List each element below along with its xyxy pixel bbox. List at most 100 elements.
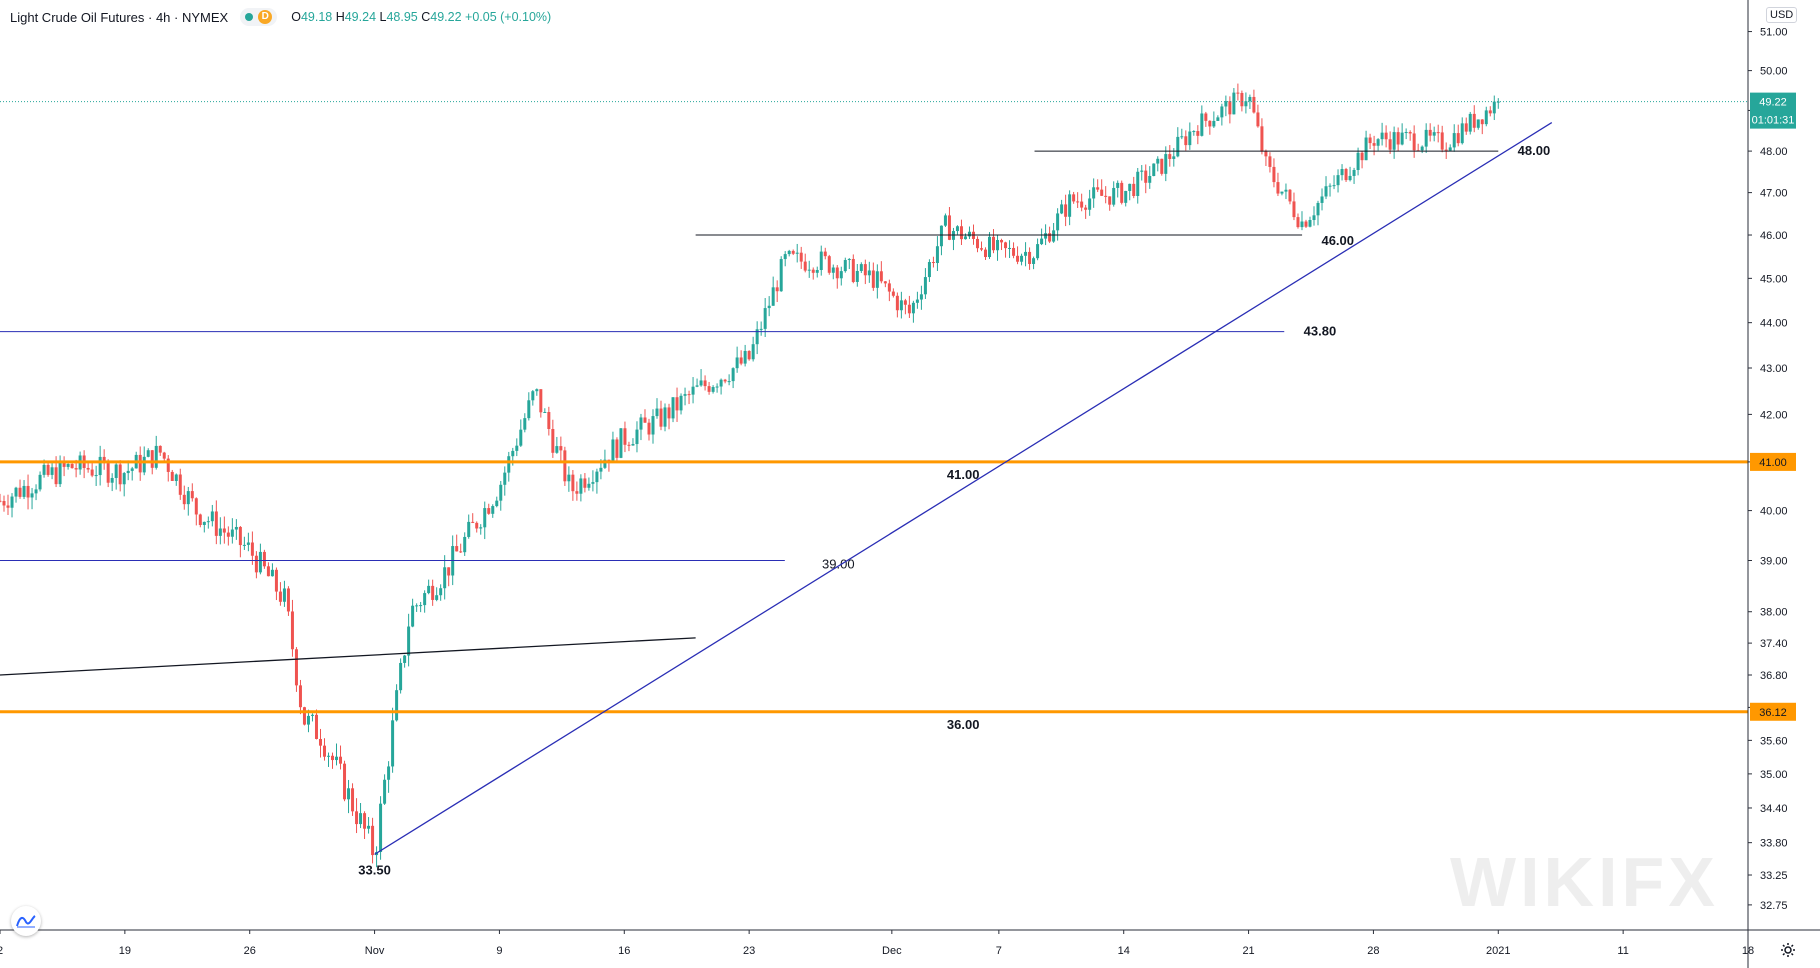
trendline-black[interactable]: [0, 637, 696, 676]
candle-body: [182, 494, 186, 505]
candle-body: [1100, 189, 1104, 196]
candle-body: [1120, 182, 1124, 203]
x-tick-label: 2: [0, 945, 3, 957]
candle-body: [210, 511, 214, 522]
candle-body: [1476, 119, 1480, 128]
symbol-title[interactable]: Light Crude Oil Futures · 4h · NYMEX: [10, 9, 229, 25]
candle-body: [1456, 133, 1460, 144]
candle-body: [1296, 217, 1300, 228]
y-tick-label: 32.75: [1760, 900, 1788, 912]
candle-body: [1176, 136, 1180, 157]
candle-body: [1256, 112, 1260, 127]
candle-body: [114, 464, 118, 478]
candle-body: [955, 226, 959, 232]
trendline-blue[interactable]: [374, 122, 1553, 855]
price-axis[interactable]: 51.0050.0049.0048.0047.0046.0045.0044.00…: [1747, 0, 1796, 968]
candle-body: [1268, 156, 1272, 167]
candle-body: [142, 456, 146, 473]
candle-body: [939, 225, 943, 247]
candle-body: [791, 250, 795, 254]
x-tick-label: 26: [244, 945, 256, 957]
candle-body: [1196, 131, 1200, 136]
candle-body: [1468, 113, 1472, 132]
candle-body: [959, 226, 963, 240]
candle-body: [1412, 133, 1416, 151]
candle-body: [174, 474, 178, 481]
level-label: 43.80: [1304, 324, 1337, 339]
last-price-label: 49.22: [1759, 97, 1787, 109]
candle-body: [1096, 187, 1100, 190]
candle-body: [339, 756, 343, 764]
x-tick-label: 19: [119, 945, 131, 957]
candle-body: [479, 527, 483, 529]
candle-body: [403, 655, 407, 663]
y-tick-label: 44.00: [1760, 318, 1788, 330]
candle-body: [1232, 92, 1236, 115]
candle-body: [359, 813, 363, 825]
level-axis-badge: [1750, 702, 1796, 721]
candle-body: [102, 456, 106, 464]
candle-body: [1312, 215, 1316, 221]
y-tick-label: 33.80: [1760, 838, 1788, 850]
candle-body: [66, 463, 70, 467]
y-tick-label: 37.40: [1760, 638, 1788, 650]
candle-body: [623, 428, 627, 445]
x-tick-label: 14: [1118, 945, 1130, 957]
time-axis[interactable]: 2 19 26 Nov 9 16 23 Dec 7 14 21 28 2021 11 18: [0, 929, 1820, 957]
candle-body: [1024, 251, 1028, 256]
candle-body: [843, 260, 847, 272]
candle-body: [282, 588, 286, 602]
candle-body: [583, 478, 587, 488]
y-tick-label: 35.00: [1760, 769, 1788, 781]
candle-body: [619, 428, 623, 458]
candle-body: [1184, 136, 1188, 146]
candle-body: [1328, 185, 1332, 187]
candle-body: [519, 429, 523, 446]
scroll-to-realtime-button[interactable]: [11, 906, 41, 936]
level-label: 48.00: [1518, 143, 1551, 158]
candle-body: [1140, 170, 1144, 172]
candle-body: [559, 446, 563, 451]
candle-body: [487, 508, 491, 514]
candle-body: [871, 270, 875, 288]
y-tick-label: 36.80: [1760, 670, 1788, 682]
candle-body: [391, 720, 395, 767]
candle-body: [1224, 101, 1228, 107]
candle-body: [162, 452, 166, 459]
candle-body: [811, 269, 815, 273]
candle-body: [655, 408, 659, 417]
candle-body: [687, 394, 691, 396]
candle-body: [1032, 258, 1036, 264]
currency-button[interactable]: USD: [1766, 7, 1798, 23]
candle-body: [1128, 183, 1132, 191]
candle-body: [747, 350, 751, 360]
candle-body: [1356, 152, 1360, 171]
candle-body: [1452, 133, 1456, 148]
candle-body: [198, 514, 202, 525]
candle-body: [915, 299, 919, 303]
candle-body: [1368, 137, 1372, 144]
candle-body: [1372, 143, 1376, 146]
market-status[interactable]: D: [240, 8, 278, 26]
last-price-badge: [1750, 92, 1796, 129]
candle-body: [14, 487, 18, 497]
settings-gear-icon[interactable]: [1780, 942, 1796, 958]
candle-body: [1084, 207, 1088, 210]
candle-body: [347, 788, 351, 800]
candle-body: [1324, 186, 1328, 197]
candle-body: [887, 283, 891, 292]
candle-body: [443, 567, 447, 589]
x-tick-label: 11: [1617, 945, 1628, 957]
candle-body: [1136, 171, 1140, 196]
candle-body: [823, 251, 827, 257]
candle-body: [246, 542, 250, 545]
candle-body: [715, 386, 719, 388]
candle-body: [803, 261, 807, 271]
candle-body: [1428, 129, 1432, 136]
candle-body: [1156, 158, 1160, 164]
candle-body: [767, 305, 771, 309]
candle-body: [675, 397, 679, 411]
candle-body: [1008, 247, 1012, 249]
